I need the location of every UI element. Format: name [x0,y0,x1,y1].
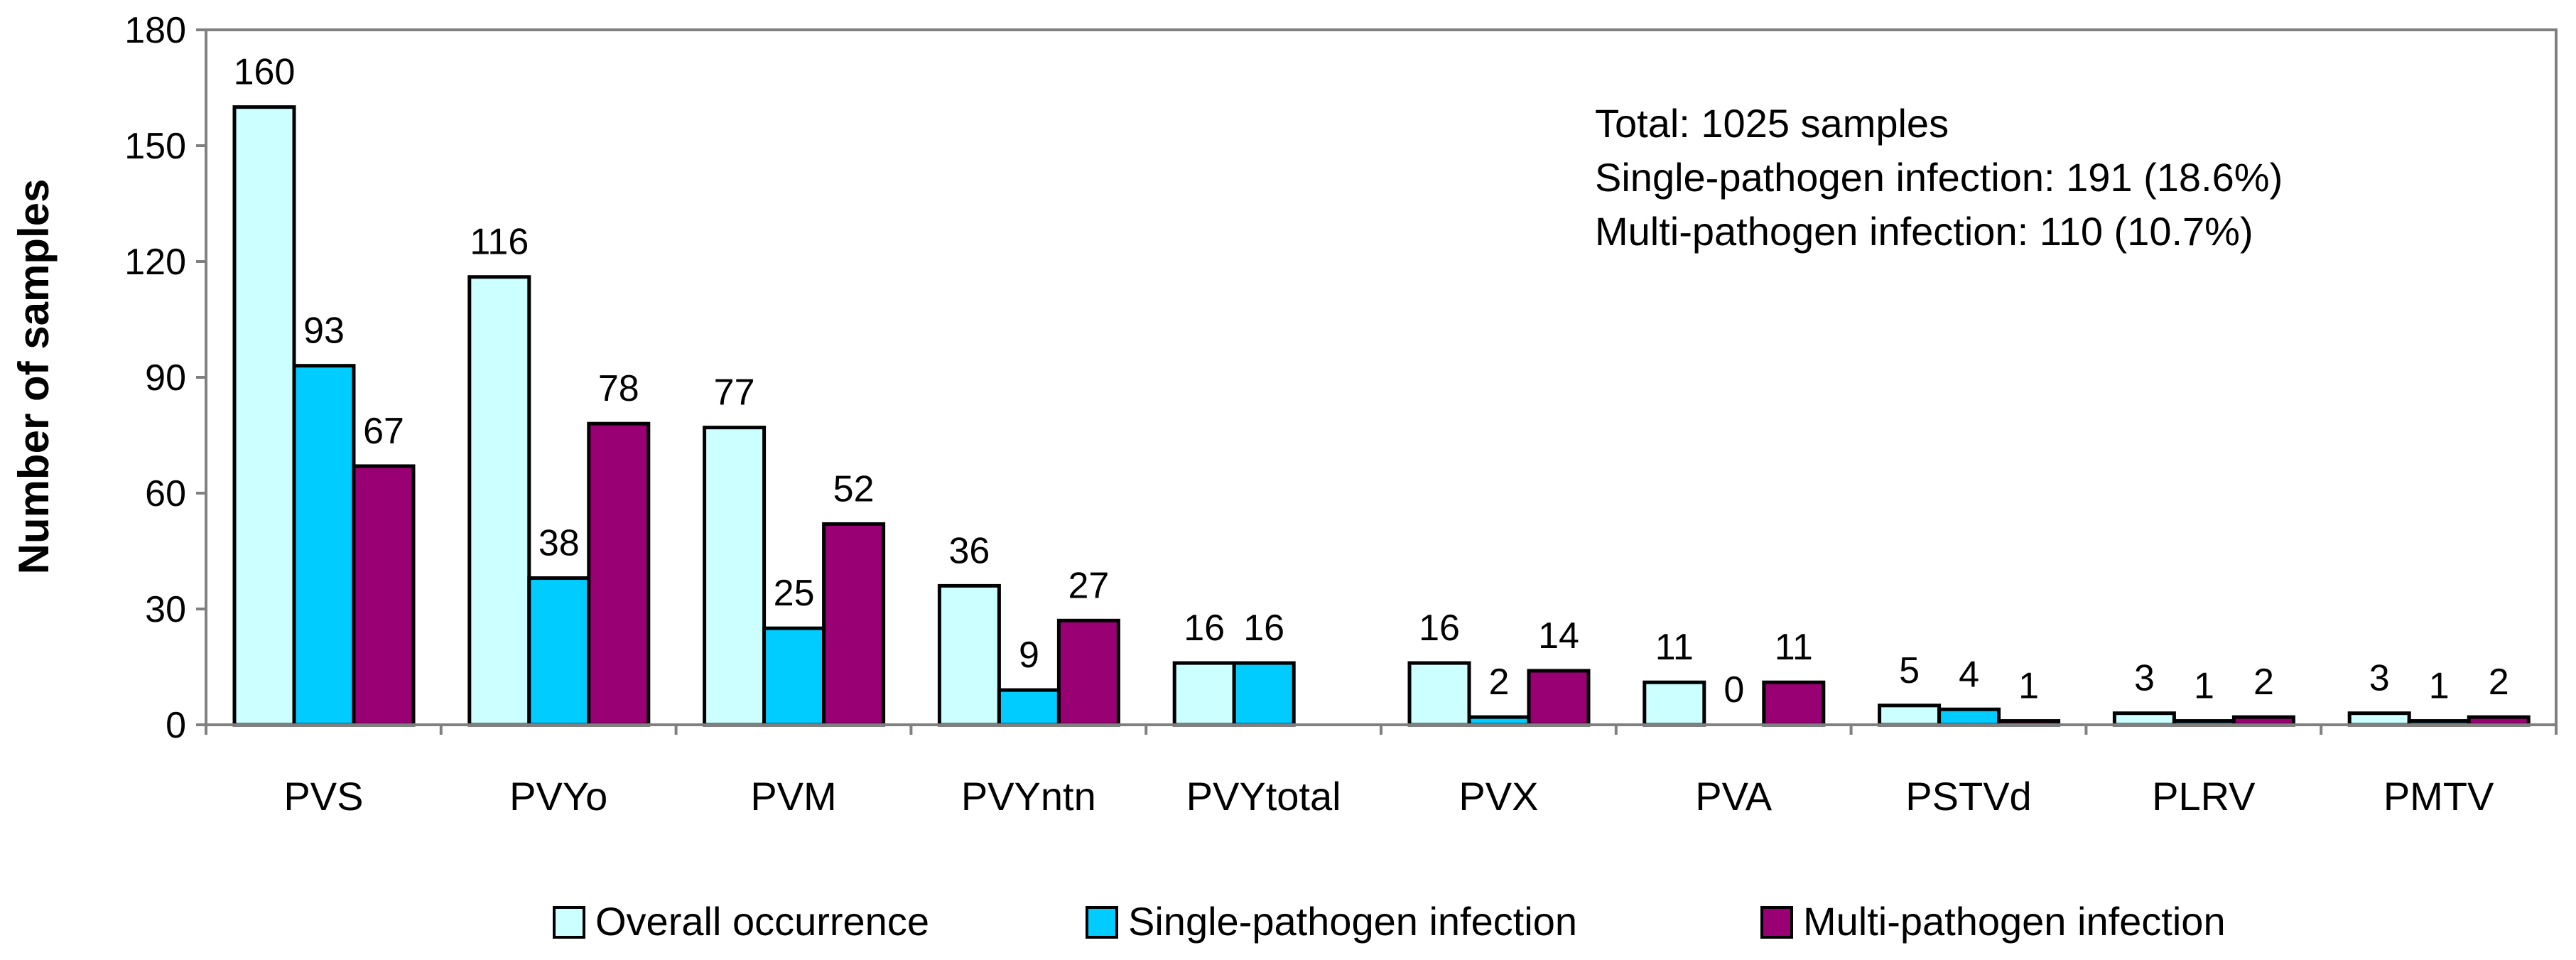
y-tick-label: 180 [124,10,186,51]
bar-overall-occurrence-pvytotal [1172,661,1236,727]
y-tick-label: 150 [124,126,186,167]
bar-multi-pathogen-infection-pvyo [587,421,651,727]
bar-overall-occurrence-plrv [2112,711,2176,727]
bar-single-pathogen-infection-pvytotal [1232,661,1296,727]
x-category-label: PMTV [2383,774,2494,819]
data-label: 67 [363,411,404,452]
data-label: 25 [774,573,815,614]
x-category-label: PLRV [2152,774,2256,819]
data-label: 3 [2134,658,2155,699]
data-label: 38 [539,523,580,564]
data-label: 160 [234,52,296,93]
bar-multi-pathogen-infection-pvs [352,464,416,727]
data-label: 11 [1655,627,1694,668]
bar-single-pathogen-infection-pvyo [527,576,591,727]
bar-single-pathogen-infection-pstvd [1937,707,2001,727]
y-tick-label: 60 [145,473,186,514]
legend-label: Single-pathogen infection [1128,899,1577,944]
data-label: 5 [1899,650,1920,691]
bar-overall-occurrence-pvm [703,426,767,727]
x-category-label: PVYntn [961,774,1096,819]
x-category-label: PVX [1459,774,1538,819]
x-category-label: PVYo [509,774,607,819]
bar-multi-pathogen-infection-pvm [822,522,886,727]
bar-single-pathogen-infection-pvm [762,626,826,727]
annotation-box: Total: 1025 samples Single-pathogen infec… [1595,101,2283,254]
bar-overall-occurrence-pvyo [467,275,531,727]
data-label: 16 [1243,608,1284,649]
data-label: 11 [1775,627,1813,668]
y-tick-label: 30 [145,589,186,630]
x-category-label: PVM [750,774,836,819]
bar-overall-occurrence-pstvd [1878,703,1942,727]
annotation-line: Multi-pathogen infection: 110 (10.7%) [1595,209,2253,254]
data-label: 1 [2018,666,2039,707]
data-label: 0 [1723,669,1744,711]
bars-layer [232,105,2531,727]
bar-multi-pathogen-infection-pva [1762,680,1826,727]
y-tick-label: 0 [166,705,186,746]
annotation-line: Total: 1025 samples [1595,101,1949,146]
bar-multi-pathogen-infection-pvyntn [1056,618,1120,727]
data-label: 16 [1184,608,1225,649]
y-tick-label: 90 [145,357,186,399]
data-label: 14 [1538,615,1579,657]
data-label: 2 [2253,662,2274,703]
y-axis-title: Number of samples [10,179,58,575]
data-label: 2 [2489,662,2509,703]
data-label: 16 [1419,608,1460,649]
data-label: 36 [948,530,990,571]
data-label: 27 [1068,565,1109,606]
annotation-line: Single-pathogen infection: 191 (18.6%) [1595,155,2283,200]
data-label: 78 [598,368,639,409]
data-label: 4 [1959,654,1979,695]
legend: Overall occurrence Single-pathogen infect… [553,899,2226,944]
legend-label: Overall occurrence [595,899,929,944]
data-label: 77 [714,372,755,414]
data-label: 1 [2429,666,2450,707]
bar-single-pathogen-infection-pvyntn [997,688,1061,727]
bar-overall-occurrence-pvs [232,105,296,727]
data-label: 116 [470,222,529,263]
legend-swatch [553,906,585,939]
data-label: 3 [2369,658,2390,699]
legend-swatch [1760,906,1793,939]
data-label: 93 [303,311,345,352]
x-category-label: PVS [283,774,363,819]
legend-swatch [1086,906,1118,939]
bar-overall-occurrence-pva [1643,680,1706,727]
data-label: 2 [1489,662,1510,703]
data-label: 52 [833,468,875,509]
x-category-label: PVYtotal [1186,774,1341,819]
bar-single-pathogen-infection-pvs [292,364,356,727]
bar-overall-occurrence-pvyntn [937,583,1001,727]
y-tick-label: 120 [124,242,186,283]
bar-overall-occurrence-pvx [1407,661,1471,727]
x-category-label: PSTVd [1905,774,2031,819]
bar-multi-pathogen-infection-pvx [1527,669,1591,727]
data-label: 9 [1019,635,1039,676]
bar-overall-occurrence-pmtv [2347,711,2411,727]
data-label: 1 [2194,666,2214,707]
legend-label: Multi-pathogen infection [1803,899,2226,944]
x-category-label: PVA [1695,774,1773,819]
